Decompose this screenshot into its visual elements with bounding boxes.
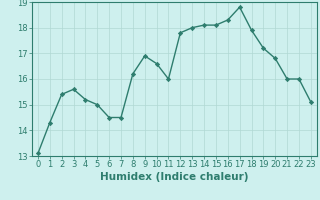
- X-axis label: Humidex (Indice chaleur): Humidex (Indice chaleur): [100, 172, 249, 182]
